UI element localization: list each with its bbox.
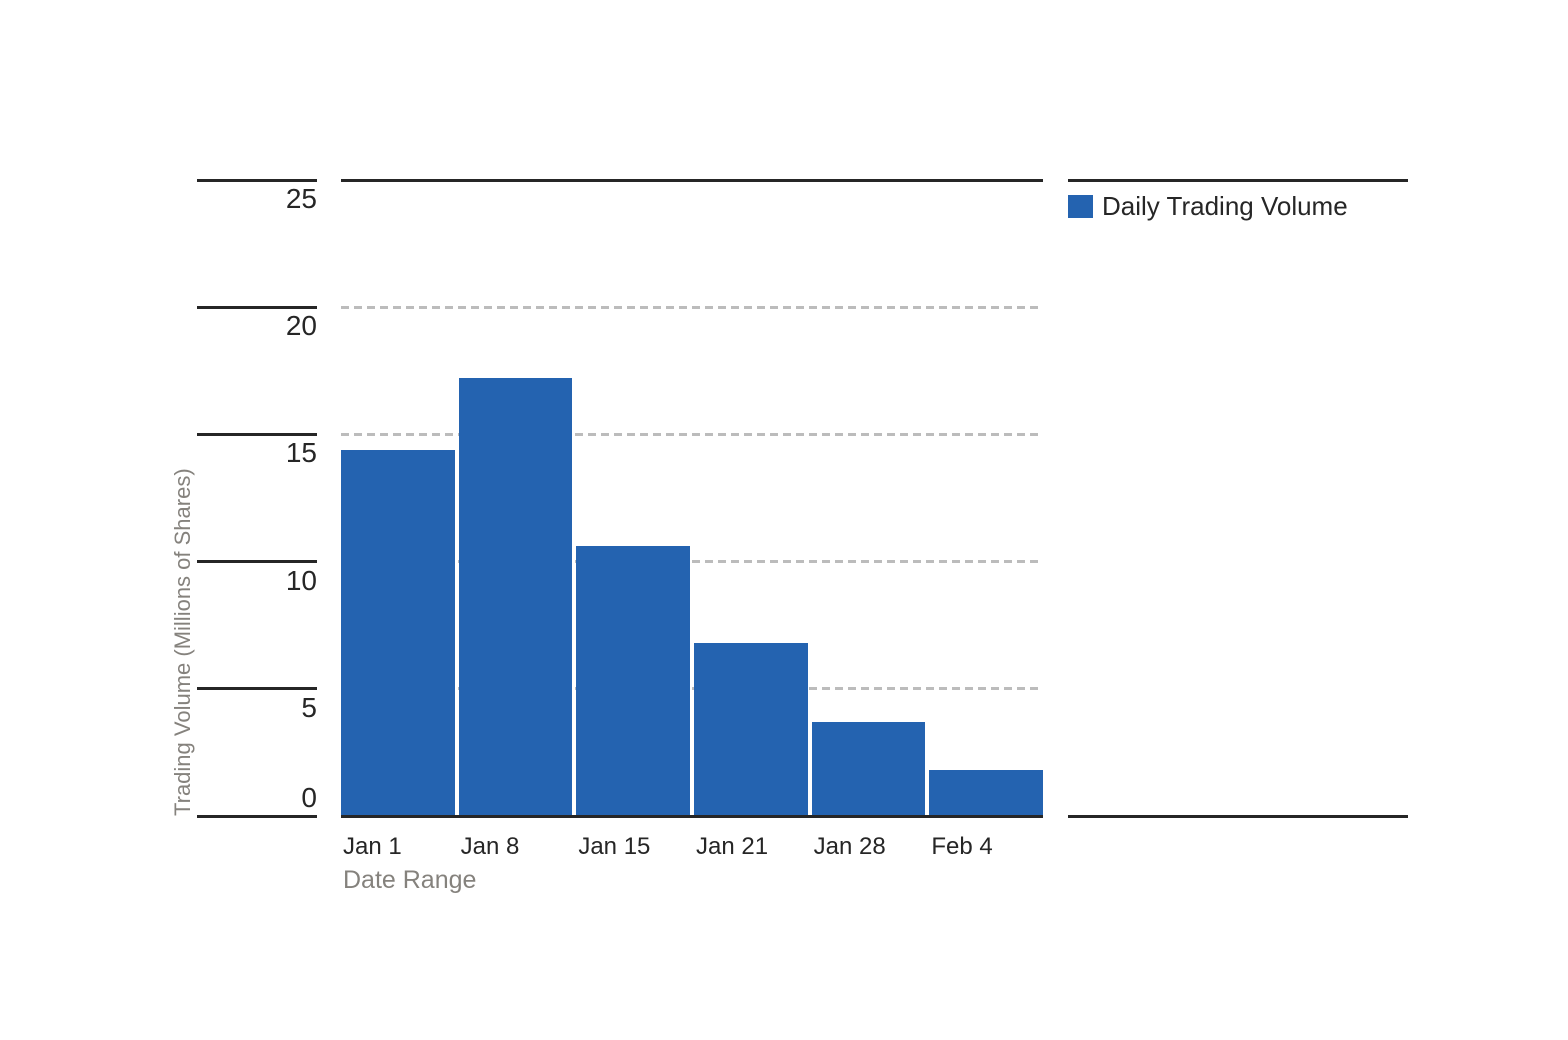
gridline xyxy=(341,432,1043,436)
bar-jan-8 xyxy=(458,378,573,816)
y-axis-tick-label: 15 xyxy=(285,437,317,469)
legend-bottom-line xyxy=(1068,814,1408,818)
y-axis-tick-label: 20 xyxy=(285,310,317,342)
y-axis-tick-rule xyxy=(197,687,317,691)
legend-label: Daily Trading Volume xyxy=(1102,191,1348,221)
y-axis-tick-rule xyxy=(197,432,317,436)
legend-item: Daily Trading Volume xyxy=(1068,192,1348,220)
x-tick-label: Feb 4 xyxy=(931,833,993,860)
bar-jan-21 xyxy=(694,643,808,816)
bar-jan-28 xyxy=(811,721,926,816)
y-axis-tick-label: 0 xyxy=(301,782,317,813)
y-axis-tick-label: 25 xyxy=(285,183,317,214)
gridline xyxy=(341,560,1043,564)
x-tick-label: Jan 8 xyxy=(460,833,520,860)
y-axis-tick-rule xyxy=(197,178,317,182)
y-axis-tick-rule xyxy=(197,814,317,818)
x-tick-label: Jan 28 xyxy=(813,833,886,860)
gridline xyxy=(341,687,1043,691)
x-tick-label: Jan 15 xyxy=(578,833,651,860)
legend-top-line xyxy=(1068,178,1408,182)
y-axis-tick-label: 10 xyxy=(285,564,317,596)
bar-jan-1 xyxy=(341,449,455,816)
bar-feb-4 xyxy=(929,770,1043,816)
x-tick-label: Jan 1 xyxy=(343,833,402,860)
x-axis-line xyxy=(341,814,1043,818)
bar-jan-15 xyxy=(576,546,690,816)
y-axis-tick-rule xyxy=(197,560,317,564)
plot-top-line xyxy=(341,178,1043,182)
gridline xyxy=(341,305,1043,309)
y-axis-tick-label: 5 xyxy=(301,691,317,723)
x-tick-label: Jan 21 xyxy=(696,833,769,860)
y-axis-title: Trading Volume (Millions of Shares) xyxy=(170,468,195,816)
legend-swatch xyxy=(1068,194,1093,218)
x-axis-title: Date Range xyxy=(343,866,477,894)
y-axis-tick-rule xyxy=(197,305,317,309)
